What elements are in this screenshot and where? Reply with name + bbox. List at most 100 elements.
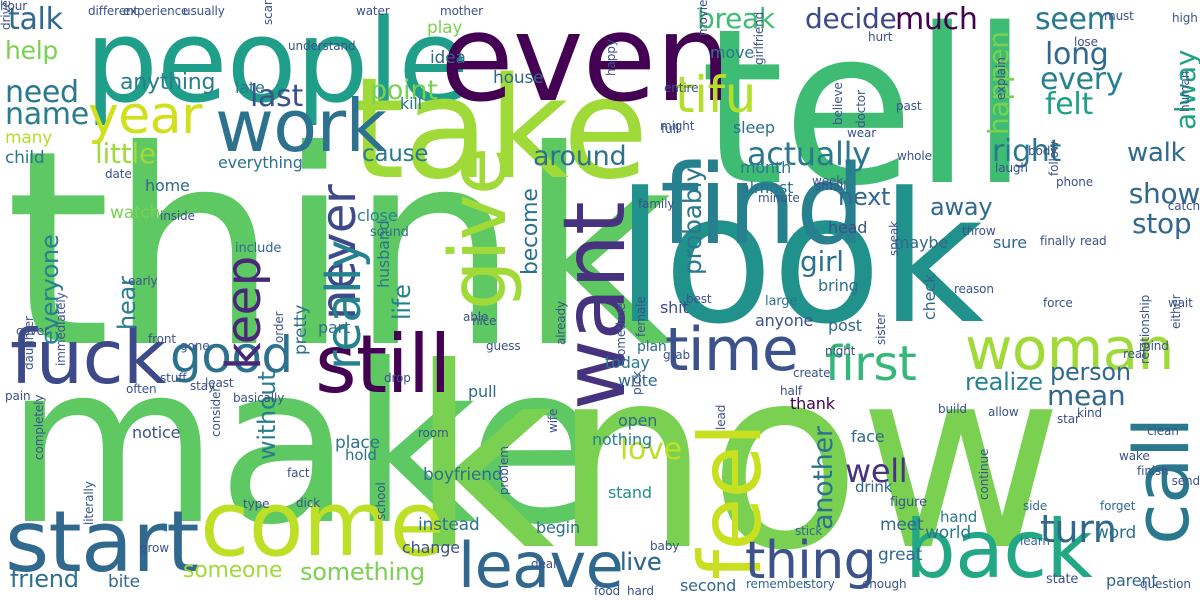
word: relationship	[1138, 294, 1152, 364]
word: type	[243, 497, 270, 511]
word: large	[765, 294, 798, 309]
word: read	[1080, 234, 1107, 248]
word: thank	[790, 394, 835, 413]
word: stuff	[160, 371, 187, 385]
word: sleep	[733, 118, 775, 137]
word: finish	[1137, 464, 1169, 478]
word: well	[845, 452, 908, 490]
word: date	[105, 167, 132, 181]
word: long	[1045, 37, 1109, 72]
word: wake	[1119, 449, 1150, 463]
word: side	[1023, 499, 1048, 513]
word: away	[930, 193, 993, 221]
word: enough	[862, 577, 907, 591]
word: build	[938, 402, 967, 416]
word: lose	[1074, 35, 1098, 49]
word: inside	[160, 209, 195, 223]
word: leave	[458, 529, 624, 600]
word: become	[518, 188, 543, 275]
word: kill	[400, 94, 422, 113]
word: usually	[183, 4, 225, 18]
word: sound	[370, 225, 409, 240]
word: write	[618, 371, 658, 390]
word: come	[200, 472, 445, 577]
word: order	[272, 311, 286, 343]
word: doctor	[854, 90, 868, 128]
word: look	[615, 155, 984, 364]
word: front	[148, 332, 176, 346]
word: fact	[287, 466, 310, 480]
word: tifu	[675, 66, 756, 124]
word: force	[1043, 296, 1073, 310]
word: person	[1050, 358, 1131, 386]
word: happy	[604, 39, 618, 76]
word: remember	[746, 577, 808, 591]
word: another	[808, 426, 839, 530]
word: woman	[965, 315, 1174, 383]
word: plan	[637, 339, 667, 355]
word: head	[828, 218, 868, 237]
word: clean	[1147, 424, 1179, 438]
word: hour	[0, 0, 28, 13]
word: story	[805, 577, 835, 591]
word: different	[88, 4, 139, 18]
word: show	[1128, 177, 1200, 210]
word: post	[828, 316, 862, 335]
word: bring	[818, 276, 859, 295]
word: great	[878, 545, 923, 565]
word: drink	[855, 478, 893, 496]
word: must	[1104, 9, 1134, 23]
word: create	[793, 366, 831, 380]
word: girlfriend	[752, 11, 766, 65]
word: need	[5, 75, 79, 110]
word: break	[697, 2, 775, 35]
word: family	[638, 197, 675, 211]
word: basically	[233, 391, 285, 405]
word: girl	[800, 245, 844, 278]
word: food	[594, 584, 621, 598]
word: seem	[1035, 2, 1116, 37]
word: real	[1123, 347, 1146, 361]
word: phone	[1056, 175, 1093, 189]
word: grab	[663, 348, 691, 362]
word: anyone	[755, 311, 814, 330]
word: much	[895, 2, 978, 37]
word: week	[812, 174, 844, 188]
word: year	[88, 86, 202, 146]
word: home	[145, 176, 190, 195]
word: star	[1057, 412, 1080, 426]
word: forget	[1100, 499, 1136, 513]
word: might	[660, 119, 695, 133]
word: without	[253, 371, 281, 460]
word: felt	[1045, 87, 1093, 122]
word: small	[815, 179, 847, 193]
word: hold	[345, 446, 377, 464]
word: meet	[880, 515, 924, 535]
word: almost	[740, 178, 794, 197]
word: give	[434, 147, 524, 310]
word: early	[128, 274, 158, 288]
word: life	[388, 284, 416, 320]
word: boyfriend	[423, 465, 503, 485]
word: live	[620, 548, 662, 576]
word: live	[620, 548, 662, 576]
word: fuck	[10, 313, 166, 401]
word: month	[740, 158, 792, 177]
word: female	[634, 296, 648, 337]
word: learn	[1020, 534, 1050, 548]
word: reason	[954, 282, 994, 296]
word: minute	[758, 191, 800, 205]
word: move	[710, 43, 755, 62]
word: place	[335, 433, 380, 453]
word: today	[605, 353, 650, 372]
word: child	[5, 148, 45, 168]
word: pick	[630, 370, 644, 395]
word: little	[95, 137, 156, 170]
word: hand	[940, 508, 978, 526]
word: sister	[874, 312, 888, 345]
word: make	[5, 317, 602, 573]
word: hard	[627, 584, 654, 598]
word: talk	[8, 2, 63, 37]
word: baby	[650, 539, 680, 553]
